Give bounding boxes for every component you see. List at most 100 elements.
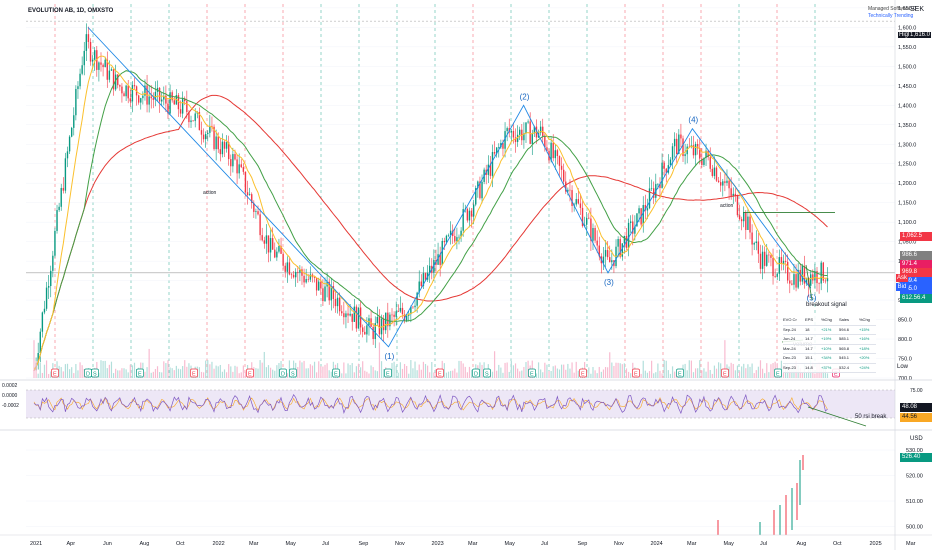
volume-bar	[399, 362, 401, 378]
candle-body	[133, 85, 136, 87]
wave-label: (1)	[385, 352, 395, 361]
volume-bar	[236, 366, 238, 378]
candle-body	[70, 127, 73, 137]
breakout-annotation: breakout signal	[806, 302, 847, 308]
candle-body	[527, 121, 529, 123]
candle-body	[669, 159, 672, 166]
volume-bar	[563, 364, 565, 378]
rsi-line	[33, 393, 828, 415]
volume-bar	[159, 372, 161, 378]
table-cell: 15.1	[805, 355, 813, 360]
candle-body	[441, 240, 443, 266]
table-header: EVO Cr EPS %Chg Sales %Chg	[783, 316, 876, 326]
candle-body	[590, 218, 592, 241]
volume-bar	[598, 366, 600, 378]
volume-bar	[401, 368, 404, 378]
volume-bar	[420, 369, 422, 378]
time-tick-label: Oct	[176, 541, 185, 547]
table-cell: +37%	[821, 364, 832, 370]
candle-body	[108, 70, 111, 80]
candle-body	[736, 195, 739, 216]
table-cell: Mar-24	[783, 345, 796, 351]
volume-bar	[692, 372, 695, 378]
rsi-break-arrow	[807, 406, 867, 427]
ma-mid-line	[33, 70, 828, 371]
table-row: Sep-24 18 +21% 594.6 +15%	[783, 326, 876, 335]
volume-bar	[64, 364, 67, 378]
volume-bar	[349, 365, 351, 378]
candle-body	[104, 59, 106, 68]
volume-bar	[713, 365, 716, 378]
lower-tick-label: 500.00	[906, 525, 923, 531]
candle-body	[188, 112, 190, 123]
volume-bar	[805, 372, 808, 378]
candle-body	[91, 59, 94, 62]
candle-body	[50, 270, 52, 287]
volume-bar	[276, 365, 278, 378]
volume-bar	[77, 370, 79, 378]
candle-body	[491, 152, 494, 176]
table-row: Dec-23 15.1 +34% 545.1 +20%	[783, 354, 876, 364]
candle-body	[405, 315, 408, 321]
volume-bar	[223, 369, 226, 378]
candle-body	[232, 154, 234, 167]
volume-bar	[177, 368, 180, 378]
candle-body	[454, 236, 456, 242]
candle-body	[378, 317, 381, 335]
broker-line2: Technically Trending	[868, 13, 914, 19]
candle-body	[661, 162, 663, 188]
volume-bar	[110, 361, 113, 378]
table-cell: %Chg	[859, 317, 870, 322]
volume-bar	[619, 363, 621, 378]
volume-bar	[328, 370, 330, 378]
event-badge-label: E	[581, 372, 585, 378]
candle-body	[623, 235, 626, 244]
candle-body	[161, 99, 163, 102]
candle-body	[684, 154, 686, 157]
currency-label[interactable]: SEK	[910, 6, 925, 13]
volume-bar	[663, 360, 665, 378]
volume-bar	[552, 366, 554, 378]
volume-bar	[571, 362, 573, 378]
volume-bar	[257, 368, 259, 378]
event-badge	[579, 368, 587, 378]
candle-body	[73, 115, 75, 128]
volume-bar	[496, 370, 498, 378]
time-tick-label: Apr	[67, 541, 76, 547]
candle-body	[81, 65, 83, 74]
candle-body	[443, 240, 446, 243]
volume-bar	[133, 362, 136, 378]
candle-body	[732, 193, 734, 196]
volume-bar	[741, 366, 743, 378]
candle-body	[240, 164, 242, 168]
symbol-title[interactable]: EVOLUTION AB, 1D, OMXSTO	[28, 8, 114, 14]
candle-body	[462, 209, 464, 231]
table-cell: %Chg	[821, 317, 832, 322]
volume-bar	[372, 367, 374, 378]
rsi-band	[26, 390, 895, 418]
candle-body	[47, 286, 50, 288]
volume-bar	[121, 368, 123, 378]
event-badge	[632, 368, 640, 378]
candle-body	[204, 134, 207, 140]
candle-body	[780, 257, 783, 264]
volume-bar	[313, 361, 316, 378]
volume-bar	[66, 363, 69, 378]
volume-bar	[506, 362, 508, 378]
candle-body	[276, 251, 278, 258]
current-price-tag: 1,062.5	[900, 232, 932, 241]
volume-bar	[108, 364, 110, 378]
price-tick-label: 1,500.0	[898, 64, 916, 70]
candle-body	[186, 101, 188, 113]
volume-bar	[211, 361, 213, 378]
volume-bar	[674, 371, 676, 378]
event-badge	[332, 368, 340, 378]
volume-bar	[412, 368, 414, 378]
table-cell: +18%	[859, 345, 870, 351]
candle-body	[567, 189, 569, 192]
candle-body	[75, 89, 77, 116]
candle-body	[472, 204, 475, 217]
candle-body	[389, 314, 391, 327]
